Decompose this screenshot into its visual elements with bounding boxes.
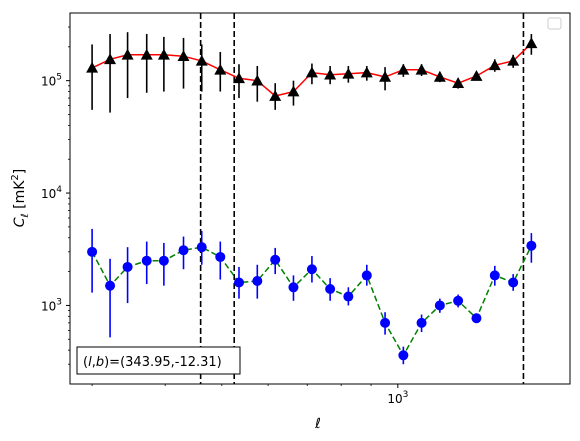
circle-series-point (325, 284, 336, 295)
triangle-series-point (433, 70, 446, 82)
circle-series-point (508, 277, 519, 288)
triangle-series-point (121, 48, 134, 60)
axis-ticks: 103 104 105 103 (41, 26, 408, 406)
circle-series-point (416, 317, 427, 328)
triangle-series-point (177, 50, 190, 62)
circle-series-point (122, 261, 133, 272)
legend-box (547, 17, 562, 30)
triangle-series-point (397, 63, 410, 75)
triangle-series-point (324, 68, 337, 80)
circle-series-point (215, 251, 226, 262)
circle-series-point (141, 255, 152, 266)
plot-area (86, 13, 538, 384)
circle-series-point (434, 300, 445, 311)
circle-series-point (288, 282, 299, 293)
circle-series-point (380, 317, 391, 328)
annotation-text: (l,b)=(343.95,-12.31) (83, 355, 222, 370)
circle-series-point (105, 280, 116, 291)
triangle-series-point (452, 77, 465, 88)
triangle-series-point (269, 90, 282, 101)
circle-series-point (252, 276, 263, 287)
circle-series-point (471, 313, 482, 324)
circle-series-point (361, 270, 372, 281)
circle-series-point (489, 270, 500, 281)
circle-series-point (398, 350, 409, 361)
triangle-series-point (287, 85, 300, 97)
triangle-series-point (195, 54, 208, 66)
triangle-series-point (232, 72, 245, 84)
triangle-series-point (140, 48, 153, 60)
triangle-series-point (342, 67, 355, 79)
triangle-series-point (507, 54, 520, 66)
triangle-series-point (360, 66, 373, 78)
triangle-series-point (379, 70, 392, 82)
triangle-series-point (86, 61, 99, 73)
y-tick-label: 104 (41, 185, 62, 201)
triangle-series-point (470, 70, 483, 81)
circle-series-point (196, 242, 207, 253)
triangle-series-point (157, 48, 170, 60)
circle-series-point (233, 277, 244, 288)
y-axis-label: Cℓ [mK2] (10, 169, 31, 228)
annotation-box: (l,b)=(343.95,-12.31) (76, 346, 241, 375)
circle-series-point (158, 255, 169, 266)
y-tick-label: 103 (41, 297, 62, 313)
circle-series-point (178, 245, 189, 256)
triangle-series-point (214, 63, 227, 75)
circle-series-point (526, 240, 537, 251)
triangle-series-point (251, 74, 264, 86)
x-tick-label: 103 (387, 390, 408, 406)
triangle-series-point (488, 59, 501, 71)
triangle-series-point (415, 63, 428, 75)
circle-series-point (343, 291, 354, 302)
circle-series-point (453, 295, 464, 306)
circle-series-point (87, 246, 98, 257)
x-axis-label: ℓ (314, 416, 321, 432)
triangle-series-point (305, 66, 318, 78)
circle-series-point (306, 264, 317, 275)
triangle-series-point (525, 37, 538, 49)
circle-series-point (270, 254, 281, 265)
triangle-series-point (104, 53, 117, 65)
y-tick-label: 105 (41, 73, 62, 89)
